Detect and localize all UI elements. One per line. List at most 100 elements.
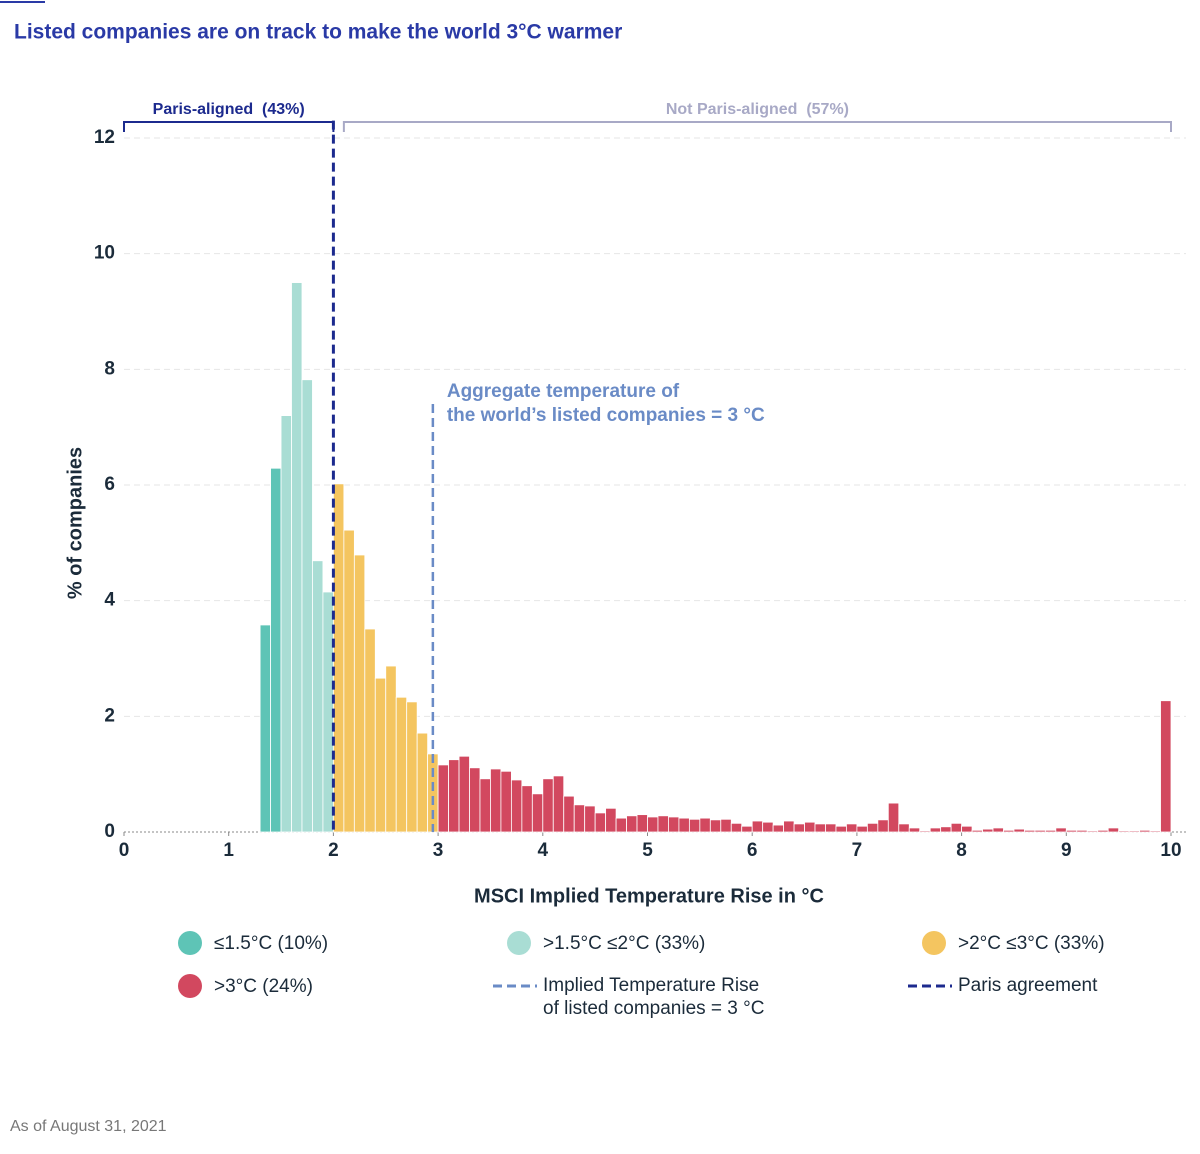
bar <box>1013 828 1025 833</box>
bar <box>877 819 889 833</box>
bracket-label: Paris-aligned (43%) <box>153 101 305 118</box>
bar <box>374 677 387 833</box>
bar <box>1160 700 1172 833</box>
x-tick-label: 7 <box>852 840 863 861</box>
bar <box>846 823 858 833</box>
bar <box>301 379 313 833</box>
bar <box>615 817 627 833</box>
bar <box>385 665 397 833</box>
bar <box>699 817 711 833</box>
bar <box>887 802 900 833</box>
bar <box>490 768 502 833</box>
x-tick-label: 9 <box>1061 840 1072 861</box>
bracket <box>342 121 1172 132</box>
bracket <box>123 121 335 132</box>
bar <box>259 624 271 833</box>
x-tick-label: 2 <box>328 840 339 861</box>
bar <box>961 825 973 833</box>
x-tick-label: 6 <box>747 840 758 861</box>
bar <box>741 825 753 833</box>
x-tick-label: 1 <box>223 840 234 861</box>
bar <box>1024 829 1036 833</box>
chart-title: Listed companies are on track to make th… <box>14 21 622 44</box>
bar <box>804 821 816 833</box>
bar <box>730 822 743 833</box>
bar <box>982 828 994 833</box>
annotation: Aggregate temperature of the world’s list… <box>447 381 765 426</box>
bar <box>1044 829 1057 833</box>
bar <box>636 814 648 833</box>
y-tick-label: 8 <box>104 358 115 379</box>
x-tick-label: 4 <box>538 840 549 861</box>
bar <box>1107 827 1120 833</box>
bar <box>1055 827 1067 833</box>
bar <box>1128 830 1140 833</box>
bar <box>971 829 983 833</box>
bar <box>343 529 355 833</box>
y-tick-label: 0 <box>104 821 115 842</box>
bar <box>898 823 910 833</box>
legend-label-line: of listed companies = 3 °C <box>543 998 764 1019</box>
bar <box>647 816 659 833</box>
bar <box>751 820 764 833</box>
bar <box>709 819 722 833</box>
x-tick-label: 5 <box>642 840 653 861</box>
bar <box>364 628 376 833</box>
legend-swatch <box>178 974 202 998</box>
x-tick-label: 3 <box>433 840 444 861</box>
x-axis-label: MSCI Implied Temperature Rise in °C <box>474 885 824 907</box>
bar <box>866 822 879 833</box>
bar <box>657 815 669 833</box>
bar <box>510 779 523 833</box>
bar <box>668 816 680 833</box>
bracket-label: Not Paris-aligned (57%) <box>666 101 849 118</box>
bar <box>542 778 554 833</box>
x-tick-label: 8 <box>956 840 967 861</box>
bar <box>573 804 586 833</box>
bar <box>1086 830 1099 833</box>
bar <box>1149 830 1161 833</box>
bar <box>762 821 774 833</box>
bar <box>772 824 785 833</box>
legend-label: ≤1.5°C (10%) <box>214 933 328 954</box>
bar <box>992 827 1004 833</box>
bar <box>940 826 952 833</box>
bar <box>291 282 303 833</box>
bar <box>594 812 607 833</box>
bar <box>1065 829 1078 833</box>
legend-swatch <box>178 931 202 955</box>
legend-label: Paris agreement <box>958 975 1098 996</box>
bar <box>448 759 460 833</box>
legend-label: >2°C ≤3°C (33%) <box>958 933 1105 954</box>
bar <box>950 822 963 833</box>
bar <box>416 732 429 833</box>
y-tick-label: 2 <box>104 705 115 726</box>
bar <box>395 696 408 833</box>
bar <box>908 827 921 833</box>
bar <box>479 778 491 833</box>
annotation-line: the world’s listed companies = 3 °C <box>447 405 765 426</box>
bar <box>280 415 292 833</box>
bar <box>312 560 324 833</box>
y-tick-label: 4 <box>104 590 115 611</box>
legend-swatch <box>507 931 531 955</box>
bar <box>270 467 282 833</box>
bar <box>1139 829 1151 833</box>
bar <box>469 767 481 833</box>
y-tick-label: 6 <box>104 474 115 495</box>
bar <box>919 830 931 833</box>
annotation-line: Aggregate temperature of <box>447 381 680 402</box>
bar <box>1097 829 1109 833</box>
bar <box>406 701 418 833</box>
legend-label: >3°C (24%) <box>214 976 313 997</box>
bar <box>552 775 565 833</box>
bar <box>1118 830 1130 833</box>
bar <box>521 785 533 833</box>
y-axis-label: % of companies <box>64 447 86 599</box>
bar <box>825 823 837 833</box>
bar <box>458 755 470 833</box>
y-tick-label: 10 <box>94 243 115 264</box>
bar <box>626 815 638 833</box>
